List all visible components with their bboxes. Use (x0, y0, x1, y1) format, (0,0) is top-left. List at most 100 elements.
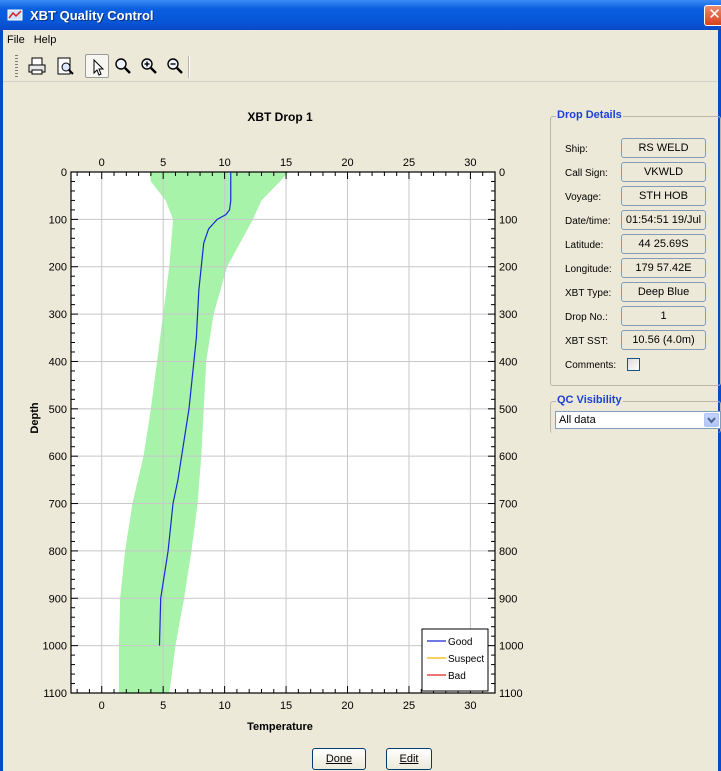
y-tick-label-left: 500 (49, 404, 67, 416)
close-button[interactable]: ✕ (704, 5, 721, 26)
title-bar[interactable]: XBT Quality Control ✕ (0, 0, 721, 30)
legend-label-suspect: Suspect (448, 654, 484, 665)
series-good-line (158, 172, 232, 646)
y-tick-label-right: 200 (499, 262, 517, 274)
zoom-out-icon (167, 58, 183, 74)
y-tick-label-left: 600 (49, 451, 67, 463)
field-label: Date/time: (565, 216, 611, 227)
field-value: STH HOB (621, 186, 706, 206)
field-value: VKWLD (621, 162, 706, 182)
y-tick-label-left: 0 (61, 167, 67, 179)
x-tick-label-bottom: 20 (341, 700, 353, 712)
field-ship: Ship: RS WELD (565, 138, 721, 162)
print-button[interactable] (25, 54, 49, 78)
field-call-sign: Call Sign: VKWLD (565, 162, 721, 186)
field-label: Call Sign: (565, 168, 608, 179)
toolbar-separator (188, 56, 190, 78)
menu-help[interactable]: Help (33, 34, 57, 46)
field-xbt-sst: XBT SST: 10.56 (4.0m) (565, 330, 721, 354)
x-tick-label-bottom: 10 (218, 700, 230, 712)
y-tick-label-left: 900 (49, 593, 67, 605)
menu-file[interactable]: File (7, 34, 25, 46)
x-tick-label-bottom: 15 (280, 700, 292, 712)
field-value: 1 (621, 306, 706, 326)
x-tick-label-bottom: 30 (464, 700, 476, 712)
y-tick-label-right: 900 (499, 593, 517, 605)
x-tick-label-top: 5 (160, 157, 166, 169)
field-longitude: Longitude: 179 57.42E (565, 258, 721, 282)
field-value: 10.56 (4.0m) (621, 330, 706, 350)
y-tick-label-left: 800 (49, 546, 67, 558)
temperature-depth-chart[interactable]: XBT Drop 1 Temperature Depth 0 0 5 5 10 10 15 1… (5, 83, 546, 743)
plot-frame (70, 171, 496, 694)
legend-box (421, 628, 489, 692)
y-tick-label-right: 1000 (499, 641, 523, 653)
x-tick-label-top: 20 (341, 157, 353, 169)
print-preview-icon (57, 57, 74, 75)
field-label: Latitude: (565, 240, 604, 251)
plot-panel: XBT Drop 1 Temperature Depth 0 0 5 5 10 10 15 1… (5, 83, 546, 743)
y-tick-label-right: 800 (499, 546, 517, 558)
y-axis-label: Depth (29, 402, 41, 433)
chevron-down-icon[interactable] (704, 413, 719, 427)
close-icon: ✕ (708, 6, 721, 23)
xbt-app-icon (7, 9, 23, 21)
zoom-button[interactable] (111, 54, 135, 78)
field-latitude: Latitude: 44 25.69S (565, 234, 721, 258)
drop-details-title: Drop Details (556, 109, 623, 121)
chart-title: XBT Drop 1 (247, 110, 313, 124)
field-xbt-type: XBT Type: Deep Blue (565, 282, 721, 306)
qc-visibility-select[interactable]: All data (555, 411, 721, 429)
climatology-band (118, 172, 289, 693)
y-tick-label-right: 300 (499, 309, 517, 321)
x-tick-label-top: 30 (464, 157, 476, 169)
y-tick-label-left: 1100 (43, 688, 67, 700)
qc-visibility-value: All data (559, 414, 596, 426)
zoom-out-button[interactable] (163, 54, 187, 78)
field-drop-no: Drop No.: 1 (565, 306, 721, 330)
done-button[interactable]: Done (312, 748, 366, 770)
y-tick-label-right: 1100 (499, 688, 523, 700)
qc-visibility-title: QC Visibility (556, 394, 623, 406)
field-value: 01:54:51 19/Jul (621, 210, 706, 230)
field-label: XBT Type: (565, 288, 612, 299)
x-tick-label-top: 15 (280, 157, 292, 169)
comments-label: Comments: (565, 360, 617, 371)
x-tick-label-bottom: 25 (403, 700, 415, 712)
field-label: Longitude: (565, 264, 612, 275)
y-tick-label-left: 200 (49, 262, 67, 274)
pointer-button[interactable] (85, 54, 109, 78)
field-value: 44 25.69S (621, 234, 706, 254)
y-tick-label-left: 700 (49, 499, 67, 511)
y-tick-label-right: 400 (499, 356, 517, 368)
print-icon (28, 57, 46, 75)
window-title: XBT Quality Control (30, 8, 154, 23)
comments-checkbox[interactable] (627, 358, 640, 371)
toolbar-grip[interactable] (15, 55, 18, 79)
field-value: Deep Blue (621, 282, 706, 302)
x-tick-label-top: 25 (403, 157, 415, 169)
zoom-in-button[interactable] (137, 54, 161, 78)
y-tick-label-left: 300 (49, 309, 67, 321)
field-label: Ship: (565, 144, 588, 155)
x-tick-label-bottom: 5 (160, 700, 166, 712)
print-preview-button[interactable] (53, 54, 77, 78)
field-value: 179 57.42E (621, 258, 706, 278)
field-datetime: Date/time: 01:54:51 19/Jul (565, 210, 721, 234)
field-label: XBT SST: (565, 336, 609, 347)
x-axis-label: Temperature (247, 721, 313, 733)
drop-details-panel: Ship: RS WELD Call Sign: VKWLD Voyage: S… (550, 116, 721, 386)
y-tick-label-left: 100 (49, 214, 67, 226)
zoom-icon (115, 58, 131, 74)
field-comments: Comments: (565, 354, 721, 378)
edit-button-label: Edit (399, 753, 419, 765)
field-label: Voyage: (565, 192, 602, 203)
field-label: Drop No.: (565, 312, 608, 323)
edit-button[interactable]: Edit (386, 748, 432, 770)
legend-label-good: Good (448, 637, 472, 648)
y-tick-label-left: 400 (49, 356, 67, 368)
legend-label-bad: Bad (448, 671, 466, 682)
x-tick-label-top: 0 (99, 157, 105, 169)
y-tick-label-right: 500 (499, 404, 517, 416)
